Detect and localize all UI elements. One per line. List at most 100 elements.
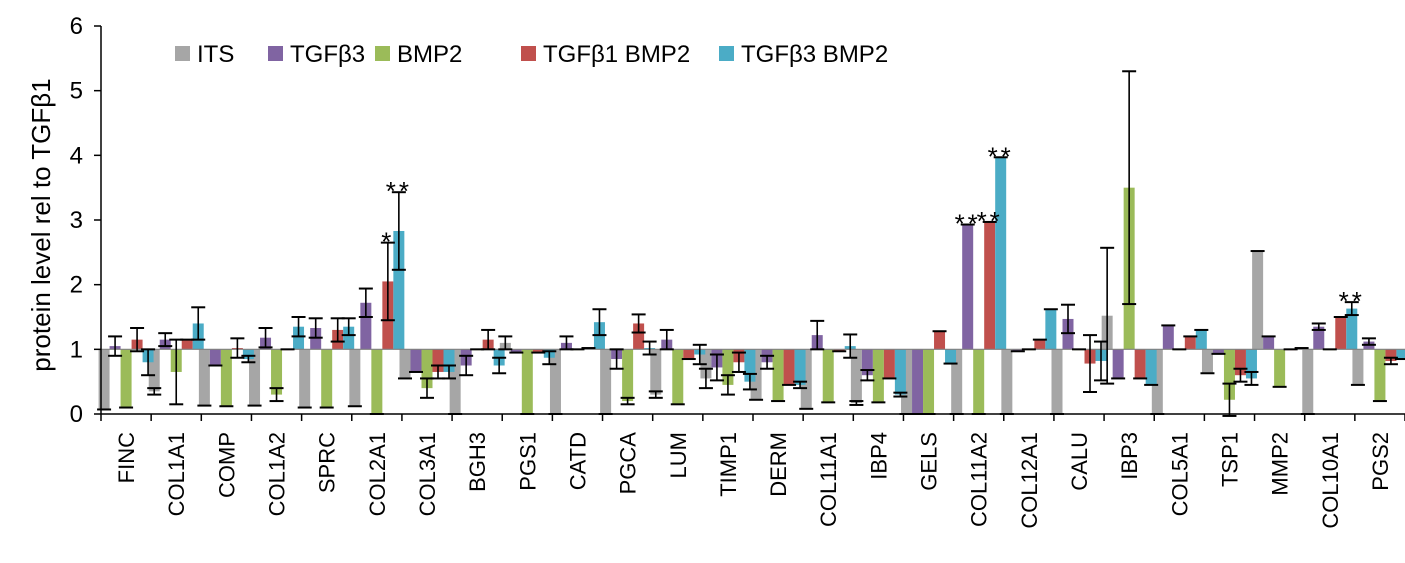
bar-tgf-1-bmp2-tsp1	[1234, 349, 1246, 376]
error-bar-tgf-1-bmp2-calu	[1083, 334, 1097, 394]
x-tick-label-col2a1: COL2A1	[365, 432, 390, 516]
bar-its-col3a1	[399, 349, 411, 379]
legend-item-its: ITS	[175, 41, 234, 68]
y-tick-label-1: 1	[70, 336, 83, 363]
bar-its-catd	[549, 349, 561, 414]
legend-label-tgf-3: TGFβ3	[290, 41, 365, 68]
error-bar-tgf-3-bmp2-col2a1	[391, 191, 406, 271]
error-bar-tgf-3-bmp2-col10a1	[1344, 301, 1359, 317]
x-tick-label-col1a2: COL1A2	[265, 432, 290, 516]
bar-its-finc	[98, 349, 110, 410]
bar-its-pgs2	[1352, 349, 1364, 385]
bar-bmp2-col11a2	[973, 349, 985, 414]
error-bar-tgf-3-bmp2-col3a1	[442, 364, 456, 380]
x-tick-label-calu: CALU	[1067, 432, 1092, 491]
bar-tgf-3-col2a1	[360, 302, 372, 350]
error-bar-tgf-3-derm	[760, 354, 775, 370]
bar-tgf-3-bmp2-col5a1	[1195, 329, 1207, 350]
bar-tgf-3-bmp2-tsp1	[1245, 349, 1257, 379]
significance-tgf-3-bmp2-col10a1: **	[1339, 286, 1365, 316]
error-bar-bmp2-col1a2	[269, 387, 284, 403]
bar-tgf-1-bmp2-gels	[934, 331, 946, 350]
bar-its-bgh3	[449, 349, 461, 414]
error-bar-its-timp1	[698, 367, 713, 390]
x-tick-label-col12a1: COL12A1	[1017, 432, 1042, 529]
bar-tgf-3-bmp2-col10a1	[1346, 308, 1358, 350]
x-tick-label-pgs2: PGS2	[1368, 432, 1393, 491]
legend-item-tgf-3-bmp2: TGFβ3 BMP2	[719, 41, 888, 68]
bar-bmp2-pgca	[622, 349, 634, 402]
error-bar-bmp2-tsp1	[1222, 382, 1237, 417]
x-tick-label-comp: COMP	[214, 432, 239, 498]
bar-tgf-3-bmp2-timp1	[744, 349, 756, 382]
axes: 0 1 2 3 4 5 6 FINC COL1A1 COMP COL1A2 SPRC COL2A1 COL…	[70, 13, 1405, 529]
legend-item-tgf-3: TGFβ3	[268, 41, 365, 68]
bar-tgf-3-bmp2-pgs2	[1396, 349, 1405, 360]
bar-tgf-3-col3a1	[410, 349, 422, 372]
bar-tgf-3-bmp2-col11a2	[995, 157, 1007, 350]
bar-bmp2-gels	[923, 349, 935, 414]
bar-tgf-3-col11a2	[962, 224, 974, 350]
error-bar-tgf-3-bmp2-comp	[241, 354, 256, 364]
error-bar-tgf-1-bmp2-timp1	[731, 351, 746, 373]
error-bar-tgf-3-calu	[1061, 303, 1075, 335]
x-tick-label-finc: FINC	[114, 432, 139, 483]
legend-label-tgf-1-bmp2: TGFβ1 BMP2	[543, 41, 690, 68]
legend-swatch-tgf-1-bmp2	[521, 46, 536, 61]
x-tick-label-bgh3: BGH3	[465, 432, 490, 492]
y-tick-label-6: 6	[70, 13, 83, 40]
error-bar-tgf-3-bmp2-tsp1	[1244, 370, 1259, 386]
bar-tgf-3-bmp2-gels	[945, 349, 957, 364]
error-bar-tgf-3-bmp2-col1a1	[191, 306, 206, 341]
bar-tgf-3-tsp1	[1212, 349, 1224, 354]
bar-its-calu	[1051, 349, 1063, 414]
error-bar-tgf-3-finc	[108, 335, 123, 357]
bar-tgf-3-gels	[912, 349, 924, 414]
bar-tgf-3-ibp3	[1112, 349, 1124, 379]
bar-tgf-1-bmp2-col3a1	[432, 349, 444, 372]
error-bar-tgf-3-bmp2-pgs1	[542, 350, 557, 366]
bar-its-col1a1	[148, 349, 160, 392]
x-tick-label-sprc: SPRC	[315, 432, 340, 493]
x-tick-label-derm: DERM	[766, 432, 791, 497]
error-bar-its-lum	[648, 390, 663, 399]
legend-label-bmp2: BMP2	[397, 41, 462, 68]
error-bar-its-ibp3	[1100, 246, 1115, 385]
error-bar-tgf-3-bmp2-lum	[692, 343, 707, 366]
bar-tgf-1-bmp2-col1a1	[181, 339, 193, 350]
error-bar-tgf-3-col11a1	[810, 319, 825, 351]
legend-swatch-its	[175, 46, 190, 61]
bars-layer	[98, 157, 1405, 414]
bar-bmp2-comp	[220, 349, 232, 407]
y-axis-label: protein level rel to TGFβ1	[26, 78, 56, 371]
bar-tgf-3-bmp2-ibp4	[894, 349, 906, 395]
x-tick-label-timp1: TIMP1	[716, 432, 741, 497]
y-tick-label-5: 5	[70, 78, 83, 105]
error-bar-tgf-1-bmp2-tsp1	[1233, 367, 1248, 383]
bar-tgf-1-bmp2-pgs2	[1385, 349, 1397, 361]
error-bar-tgf-3-bmp2-calu	[1094, 340, 1108, 382]
error-bar-tgf-3-timp1	[709, 353, 724, 382]
bar-tgf-1-bmp2-lum	[683, 349, 695, 360]
bar-bmp2-finc	[120, 349, 132, 408]
error-bar-tgf-3-bmp2-col1a2	[291, 316, 306, 338]
bar-tgf-3-mmp2	[1263, 336, 1275, 350]
x-tick-label-gels: GELS	[917, 432, 942, 491]
error-bar-tgf-3-bmp2-sprc	[341, 317, 356, 337]
error-bar-its-pgs1	[498, 335, 513, 351]
bar-bmp2-col1a2	[271, 349, 283, 395]
legend-swatch-tgf-3	[268, 46, 283, 61]
error-bar-tgf-1-bmp2-col2a1	[380, 241, 395, 322]
bar-tgf-3-bmp2-col2a1	[393, 230, 405, 350]
y-tick-label-2: 2	[70, 272, 83, 299]
bar-its-col11a2	[951, 349, 963, 414]
error-bar-tgf-1-bmp2-pgs2	[1383, 356, 1398, 366]
bar-bmp2-ibp4	[872, 349, 884, 403]
error-bar-tgf-3-col2a1	[358, 287, 373, 318]
bar-bmp2-sprc	[321, 349, 333, 408]
bar-bmp2-col2a1	[371, 349, 383, 414]
error-bar-tgf-1-bmp2-finc	[130, 326, 145, 353]
bar-its-pgca	[600, 349, 612, 414]
